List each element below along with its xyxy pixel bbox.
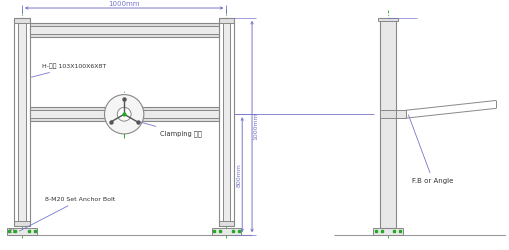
Text: F.L: F.L bbox=[8, 229, 16, 234]
Bar bbox=[30, 110, 218, 118]
Circle shape bbox=[117, 107, 131, 121]
Bar bbox=[7, 228, 37, 235]
Bar bbox=[30, 23, 218, 26]
Text: 1000mm: 1000mm bbox=[252, 113, 258, 140]
Bar bbox=[30, 107, 218, 121]
Bar bbox=[14, 222, 30, 226]
Bar bbox=[18, 23, 26, 222]
Bar bbox=[218, 222, 234, 226]
Bar bbox=[379, 18, 395, 228]
Bar bbox=[395, 110, 405, 118]
Text: 8-M20 Set Anchor Bolt: 8-M20 Set Anchor Bolt bbox=[19, 197, 116, 231]
Bar bbox=[30, 118, 218, 121]
Text: 800mm: 800mm bbox=[236, 163, 241, 187]
Bar bbox=[379, 110, 395, 118]
Bar bbox=[14, 18, 30, 227]
Text: F.B or Angle: F.B or Angle bbox=[408, 115, 453, 184]
Bar bbox=[211, 228, 241, 235]
Circle shape bbox=[104, 94, 144, 134]
Bar bbox=[222, 23, 230, 222]
Bar bbox=[218, 18, 234, 23]
Bar bbox=[218, 18, 234, 227]
Bar bbox=[30, 23, 218, 36]
Bar bbox=[30, 26, 218, 34]
Bar bbox=[377, 18, 397, 21]
Text: H-형강 103X100X6X8T: H-형강 103X100X6X8T bbox=[32, 64, 105, 77]
Bar bbox=[30, 107, 218, 110]
Text: 1000mm: 1000mm bbox=[108, 0, 139, 6]
Bar bbox=[30, 34, 218, 36]
Bar bbox=[372, 228, 402, 235]
Text: Clamping 장치: Clamping 장치 bbox=[139, 122, 201, 136]
Bar bbox=[14, 18, 30, 23]
